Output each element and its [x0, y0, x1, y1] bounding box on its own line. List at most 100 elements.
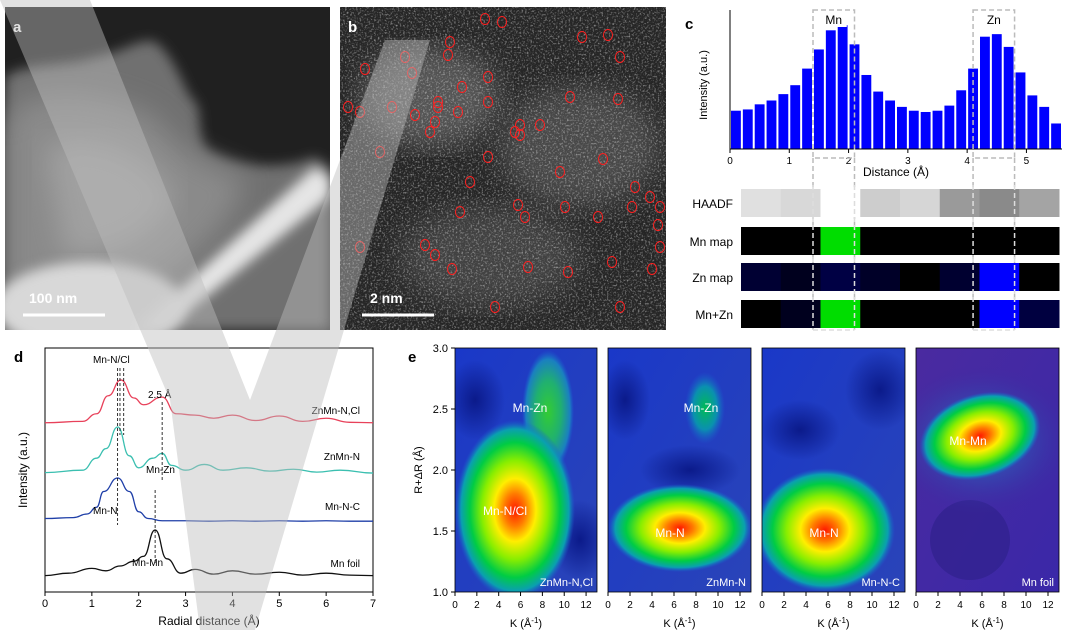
atom-marker: [480, 13, 490, 25]
x-axis-label: K (Å-1): [510, 616, 542, 630]
panel-c-x-ticks: 0 1 2 3 4 5: [727, 149, 1030, 167]
panel-e-subplot-mn-foil: [916, 348, 1059, 592]
x-tick-label: 6: [323, 598, 329, 610]
atom-marker: [565, 91, 575, 103]
atom-marker: [483, 96, 493, 108]
x-tick-label: 10: [866, 600, 878, 611]
atom-marker: [453, 106, 463, 118]
map-cell: [979, 189, 1020, 217]
x-tick-label: 0: [759, 600, 765, 611]
bar: [790, 85, 801, 149]
x-tick-label: 5: [276, 598, 282, 610]
x-tick-label: 1: [787, 156, 793, 167]
bar: [837, 25, 848, 149]
bar: [825, 30, 836, 149]
atom-marker: [615, 51, 625, 63]
bar: [991, 34, 1002, 150]
x-tick-label: 10: [712, 600, 724, 611]
x-tick-label: 7: [370, 598, 376, 610]
bar: [897, 106, 907, 149]
panel-d-label-znmn-n: ZnMn-N: [324, 452, 360, 463]
atom-marker: [355, 106, 365, 118]
panel-a-scale-label: 100 nm: [29, 290, 77, 306]
region-label-bg: [980, 11, 1007, 27]
atom-marker: [563, 266, 573, 278]
panel-d-label-znmn-n-cl: ZnMn-N,Cl: [312, 406, 360, 417]
x-axis-label: K (Å-1): [663, 616, 695, 630]
bar: [873, 91, 884, 149]
panel-a-letter: a: [13, 19, 22, 36]
panel-c-chart: c 0 1 2 3 4 5 Intensity (a.u.) Distance (Å) M…: [685, 9, 1062, 331]
bar: [980, 36, 990, 149]
x-axis-label: K (Å-1): [817, 616, 849, 630]
atom-marker: [598, 153, 608, 165]
x-tick-label: 4: [496, 600, 502, 611]
bar: [944, 105, 955, 149]
atom-marker: [400, 51, 410, 63]
x-tick-label: 0: [452, 600, 458, 611]
atom-marker: [655, 241, 665, 253]
map-cell: [900, 263, 941, 291]
bar: [802, 68, 812, 149]
panel-d-annot-mn-zn: Mn-Zn: [146, 465, 175, 476]
map-cell: [900, 189, 941, 217]
atom-marker: [433, 101, 443, 113]
atom-marker: [425, 126, 435, 138]
atom-marker: [387, 101, 397, 113]
bar: [932, 110, 943, 149]
map-row-label: Zn map: [692, 271, 733, 285]
x-tick-label: 10: [1020, 600, 1032, 611]
atom-marker: [465, 176, 475, 188]
x-tick-label: 8: [693, 600, 699, 611]
map-cell: [1019, 189, 1060, 217]
panel-d-x-ticks: 0 1 2 3 4 5 6 7: [42, 592, 376, 610]
region-label: Mn: [825, 13, 842, 27]
y-tick-label: 2.0: [433, 465, 448, 477]
panel-c-y-label: Intensity (a.u.): [698, 50, 710, 120]
atom-marker: [457, 81, 467, 93]
atom-marker: [510, 126, 520, 138]
panel-c-elemental-maps: HAADF Mn map Zn map Mn+Zn: [690, 185, 1060, 331]
atom-marker: [515, 119, 525, 131]
map-cell: [741, 300, 782, 328]
atom-marker: [513, 199, 523, 211]
atom-marker: [627, 201, 637, 213]
panel-d-frame: [44, 347, 374, 593]
panel-e-peak-1-mn-zn: Mn-Zn: [684, 401, 719, 415]
y-tick-label: 1.0: [433, 587, 448, 599]
bar: [1039, 106, 1050, 149]
map-row-label: Mn+Zn: [695, 308, 733, 322]
map-cell: [860, 263, 901, 291]
x-tick-label: 3: [905, 156, 911, 167]
map-cell: [1019, 263, 1060, 291]
panel-c-x-label: Distance (Å): [863, 164, 929, 179]
x-tick-label: 8: [847, 600, 853, 611]
atom-marker: [375, 146, 385, 158]
map-cell: [900, 227, 941, 255]
panel-e-letter: e: [408, 349, 416, 366]
atom-marker: [645, 191, 655, 203]
panel-d-annot-mn-n-cl: Mn-N/Cl: [93, 355, 130, 366]
map-cell: [979, 300, 1020, 328]
x-tick-label: 12: [581, 600, 593, 611]
bar: [885, 100, 895, 149]
bar: [956, 90, 967, 149]
panel-d-y-label: Intensity (a.u.): [16, 432, 30, 508]
x-tick-label: 8: [540, 600, 546, 611]
x-tick-label: 2: [474, 600, 480, 611]
atom-marker: [483, 71, 493, 83]
panel-e-subplot-znmn-n: [608, 348, 751, 592]
atom-marker: [607, 256, 617, 268]
atom-marker: [490, 301, 500, 313]
x-tick-label: 6: [979, 600, 985, 611]
map-cell: [979, 263, 1020, 291]
atom-marker: [520, 211, 530, 223]
atom-marker: [447, 263, 457, 275]
map-cell: [860, 227, 901, 255]
x-tick-label: 4: [964, 156, 970, 167]
panel-d-series: [44, 379, 374, 577]
x-tick-label: 1: [89, 598, 95, 610]
bar: [1027, 95, 1038, 149]
map-cell: [741, 263, 782, 291]
x-tick-label: 6: [825, 600, 831, 611]
